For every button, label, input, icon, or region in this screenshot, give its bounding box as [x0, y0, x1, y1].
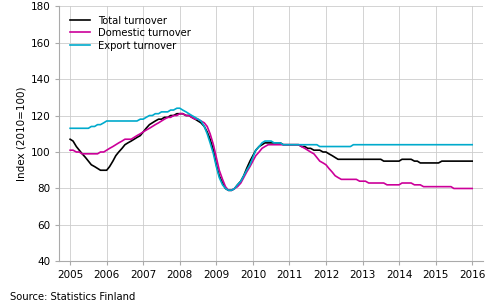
Domestic turnover	[225, 188, 231, 192]
Legend: Total turnover, Domestic turnover, Export turnover: Total turnover, Domestic turnover, Expor…	[69, 14, 193, 53]
Total turnover	[67, 137, 73, 141]
Total turnover	[174, 112, 180, 116]
Text: Source: Statistics Finland: Source: Statistics Finland	[10, 292, 135, 302]
Domestic turnover	[451, 187, 457, 190]
Total turnover	[95, 167, 101, 170]
Line: Total turnover: Total turnover	[70, 114, 472, 190]
Domestic turnover	[95, 152, 101, 156]
Export turnover	[338, 145, 344, 148]
Export turnover	[67, 126, 73, 130]
Total turnover	[460, 159, 466, 163]
Domestic turnover	[67, 148, 73, 152]
Export turnover	[326, 145, 332, 148]
Export turnover	[451, 143, 457, 147]
Domestic turnover	[338, 178, 344, 181]
Export turnover	[95, 123, 101, 126]
Y-axis label: Index (2010=100): Index (2010=100)	[16, 87, 26, 181]
Domestic turnover	[460, 187, 466, 190]
Export turnover	[351, 143, 356, 147]
Total turnover	[469, 159, 475, 163]
Line: Domestic turnover: Domestic turnover	[70, 114, 472, 190]
Export turnover	[174, 106, 180, 110]
Total turnover	[451, 159, 457, 163]
Total turnover	[225, 188, 231, 192]
Export turnover	[460, 143, 466, 147]
Line: Export turnover: Export turnover	[70, 108, 472, 190]
Total turnover	[338, 157, 344, 161]
Export turnover	[469, 143, 475, 147]
Domestic turnover	[177, 112, 183, 116]
Total turnover	[351, 157, 356, 161]
Domestic turnover	[326, 167, 332, 170]
Domestic turnover	[469, 187, 475, 190]
Export turnover	[225, 188, 231, 192]
Domestic turnover	[351, 178, 356, 181]
Total turnover	[326, 152, 332, 156]
